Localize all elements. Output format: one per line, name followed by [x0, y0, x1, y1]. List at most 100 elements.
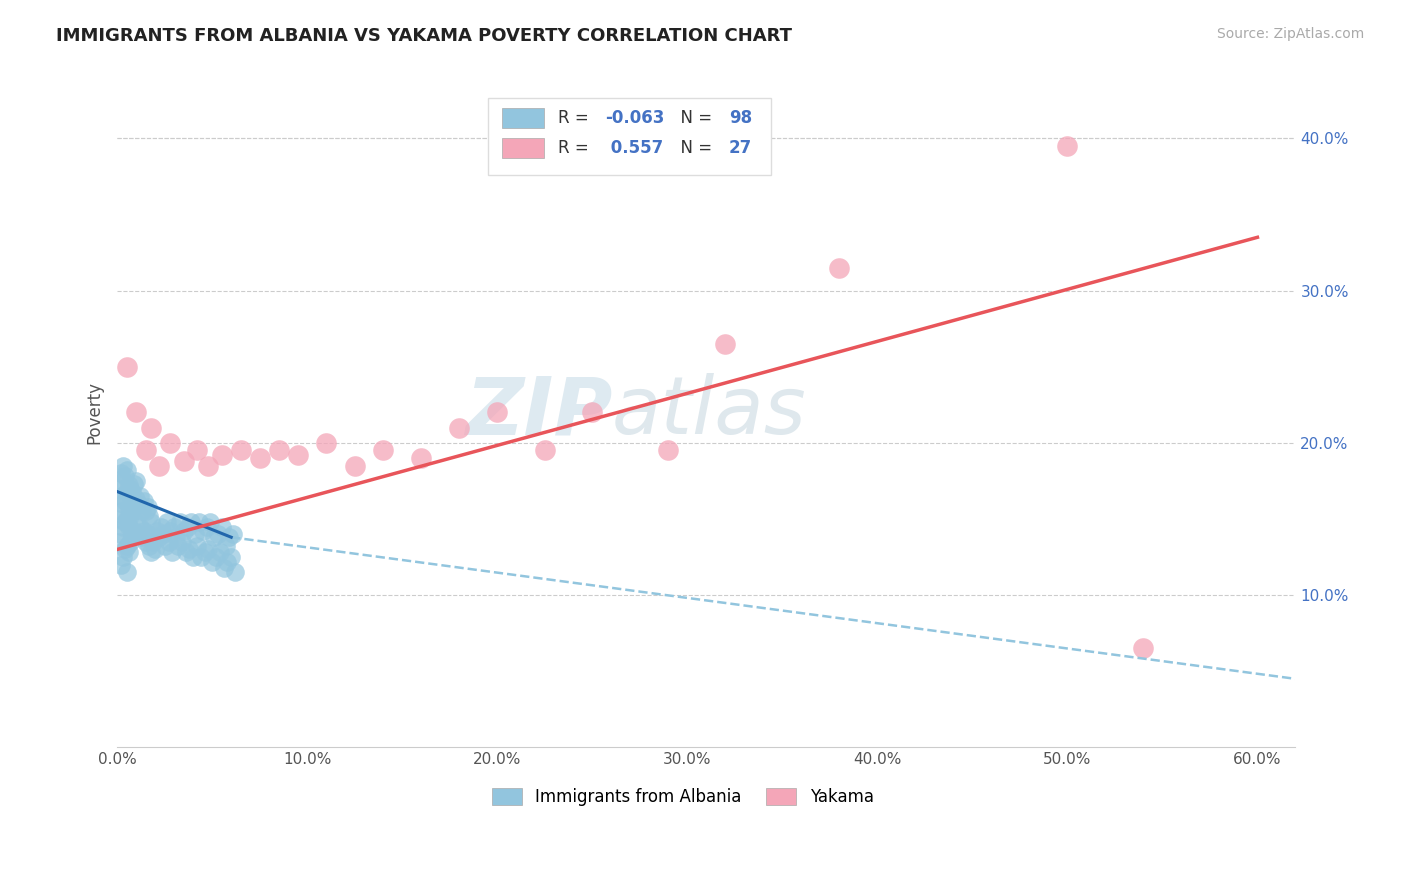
- Point: [267, 443, 290, 458]
- Point: [828, 260, 851, 275]
- FancyBboxPatch shape: [502, 108, 544, 128]
- Point: [211, 448, 233, 462]
- Text: IMMIGRANTS FROM ALBANIA VS YAKAMA POVERTY CORRELATION CHART: IMMIGRANTS FROM ALBANIA VS YAKAMA POVERT…: [56, 27, 792, 45]
- Point: [1056, 139, 1078, 153]
- Point: [111, 549, 134, 564]
- Point: [194, 545, 217, 559]
- Point: [373, 443, 395, 458]
- Point: [108, 512, 131, 526]
- Point: [131, 504, 153, 518]
- Point: [125, 515, 148, 529]
- Point: [135, 534, 157, 549]
- Point: [115, 540, 138, 554]
- Point: [167, 540, 190, 554]
- Point: [131, 530, 153, 544]
- Point: [165, 530, 187, 544]
- Point: [315, 435, 337, 450]
- Text: atlas: atlas: [612, 374, 807, 451]
- Point: [533, 443, 555, 458]
- Point: [287, 448, 309, 462]
- Point: [110, 489, 132, 503]
- Text: Source: ZipAtlas.com: Source: ZipAtlas.com: [1216, 27, 1364, 41]
- Point: [135, 443, 157, 458]
- Point: [173, 454, 195, 468]
- Point: [181, 549, 204, 564]
- Point: [117, 519, 139, 533]
- Point: [155, 515, 177, 529]
- Point: [110, 527, 132, 541]
- Point: [141, 420, 163, 434]
- Point: [127, 497, 149, 511]
- Point: [148, 530, 170, 544]
- Point: [202, 530, 225, 544]
- Point: [121, 504, 143, 518]
- Point: [129, 489, 152, 503]
- Point: [657, 443, 679, 458]
- Point: [138, 508, 160, 523]
- Point: [114, 515, 136, 529]
- Point: [179, 542, 201, 557]
- Point: [411, 451, 433, 466]
- Point: [169, 515, 191, 529]
- Point: [211, 519, 233, 533]
- Point: [120, 482, 142, 496]
- Point: [208, 545, 231, 559]
- Point: [129, 519, 152, 533]
- Text: ZIP: ZIP: [465, 374, 612, 451]
- Point: [114, 493, 136, 508]
- Point: [125, 474, 148, 488]
- Point: [138, 540, 160, 554]
- Point: [114, 542, 136, 557]
- Text: R =: R =: [558, 109, 593, 127]
- Point: [170, 534, 193, 549]
- Point: [163, 519, 186, 533]
- Point: [217, 555, 239, 569]
- Point: [148, 458, 170, 473]
- Point: [195, 519, 218, 533]
- Y-axis label: Poverty: Poverty: [86, 381, 103, 444]
- Point: [581, 405, 603, 419]
- Point: [121, 484, 143, 499]
- Point: [159, 435, 181, 450]
- Point: [146, 524, 169, 538]
- Point: [153, 540, 176, 554]
- Point: [201, 555, 224, 569]
- Point: [162, 545, 184, 559]
- Point: [214, 540, 236, 554]
- Point: [149, 519, 172, 533]
- Point: [125, 492, 148, 507]
- Point: [115, 512, 138, 526]
- Point: [449, 420, 471, 434]
- Point: [114, 469, 136, 483]
- Point: [152, 527, 174, 541]
- Point: [714, 337, 737, 351]
- Point: [120, 534, 142, 549]
- Point: [190, 549, 212, 564]
- Point: [191, 524, 214, 538]
- FancyBboxPatch shape: [488, 97, 770, 175]
- Point: [111, 497, 134, 511]
- Point: [117, 500, 139, 514]
- Point: [159, 524, 181, 538]
- Point: [115, 484, 138, 499]
- FancyBboxPatch shape: [502, 137, 544, 158]
- Point: [143, 542, 166, 557]
- Point: [207, 527, 229, 541]
- Point: [111, 519, 134, 533]
- Point: [141, 515, 163, 529]
- Point: [197, 542, 219, 557]
- Point: [117, 545, 139, 559]
- Point: [136, 500, 159, 514]
- Text: R =: R =: [558, 139, 593, 157]
- Point: [124, 477, 146, 491]
- Point: [343, 458, 366, 473]
- Point: [124, 500, 146, 514]
- Point: [180, 515, 202, 529]
- Point: [142, 534, 165, 549]
- Point: [110, 467, 132, 481]
- Point: [157, 534, 180, 549]
- Point: [212, 560, 235, 574]
- Point: [222, 527, 245, 541]
- Point: [108, 482, 131, 496]
- Point: [135, 504, 157, 518]
